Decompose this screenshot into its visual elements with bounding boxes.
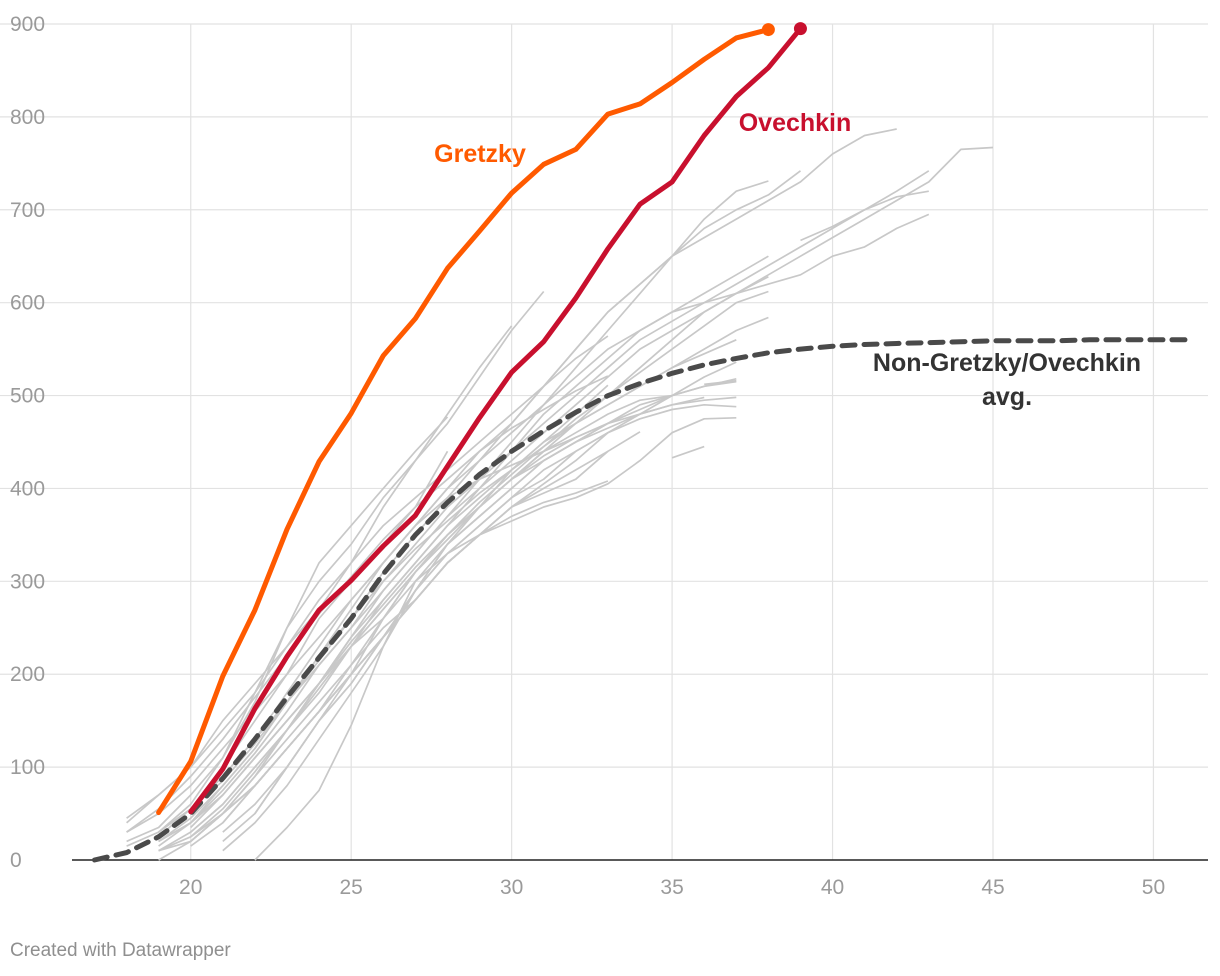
comparison-player-lines — [126, 128, 994, 861]
other-player-line — [254, 416, 737, 861]
highlighted-series — [92, 22, 1188, 863]
other-player-line — [126, 290, 545, 843]
y-tick-label: 100 — [10, 756, 45, 779]
x-tick-label: 45 — [981, 876, 1004, 899]
y-tick-label: 200 — [10, 663, 45, 686]
ovechkin-endpoint-marker — [793, 22, 807, 36]
x-tick-label: 40 — [821, 876, 844, 899]
x-tick-label: 25 — [340, 876, 363, 899]
y-tick-label: 500 — [10, 385, 45, 408]
gretzky-endpoint-marker — [761, 23, 775, 37]
other-player-line — [222, 394, 673, 843]
y-tick-label: 600 — [10, 292, 45, 315]
gretzky-series-line — [156, 27, 771, 816]
other-player-line — [158, 422, 609, 843]
y-tick-label: 800 — [10, 106, 45, 129]
other-player-line — [671, 445, 705, 459]
other-player-line — [190, 146, 994, 843]
average-series-label-line2: avg. — [982, 383, 1032, 411]
other-player-line — [126, 213, 930, 833]
other-player-line — [126, 375, 609, 833]
gridlines — [0, 23, 1208, 861]
other-player-line — [800, 190, 929, 242]
credit-text: Created with Datawrapper — [10, 940, 231, 961]
other-player-line — [158, 170, 930, 838]
other-player-line — [158, 275, 769, 847]
x-tick-label: 50 — [1142, 876, 1165, 899]
ovechkin-series-label: Ovechkin — [739, 109, 852, 137]
ovechkin-series-line — [188, 26, 803, 815]
other-player-line — [158, 396, 705, 852]
axis-tick-labels: 0 100 200 300 400 500 600 700 800 900 20 25 30 35 40 45… — [10, 13, 1165, 899]
y-tick-label: 700 — [10, 199, 45, 222]
y-tick-label: 900 — [10, 13, 45, 36]
x-tick-label: 20 — [179, 876, 202, 899]
other-player-line — [126, 335, 609, 819]
average-series-line — [92, 337, 1188, 863]
other-player-line — [158, 416, 449, 833]
y-tick-label: 0 — [10, 849, 22, 872]
y-tick-label: 400 — [10, 477, 45, 500]
other-player-line — [190, 480, 609, 847]
gretzky-series-label: Gretzky — [434, 140, 526, 168]
x-tick-label: 30 — [500, 876, 523, 899]
other-player-line — [704, 379, 737, 386]
y-tick-label: 300 — [10, 570, 45, 593]
other-player-line — [126, 325, 513, 824]
average-series-label-line1: Non-Gretzky/Ovechkin — [873, 349, 1141, 377]
other-player-line — [254, 450, 609, 815]
line-chart: 0 100 200 300 400 500 600 700 800 900 20 25 30 35 40 45… — [0, 13, 1208, 899]
x-tick-label: 35 — [660, 876, 683, 899]
